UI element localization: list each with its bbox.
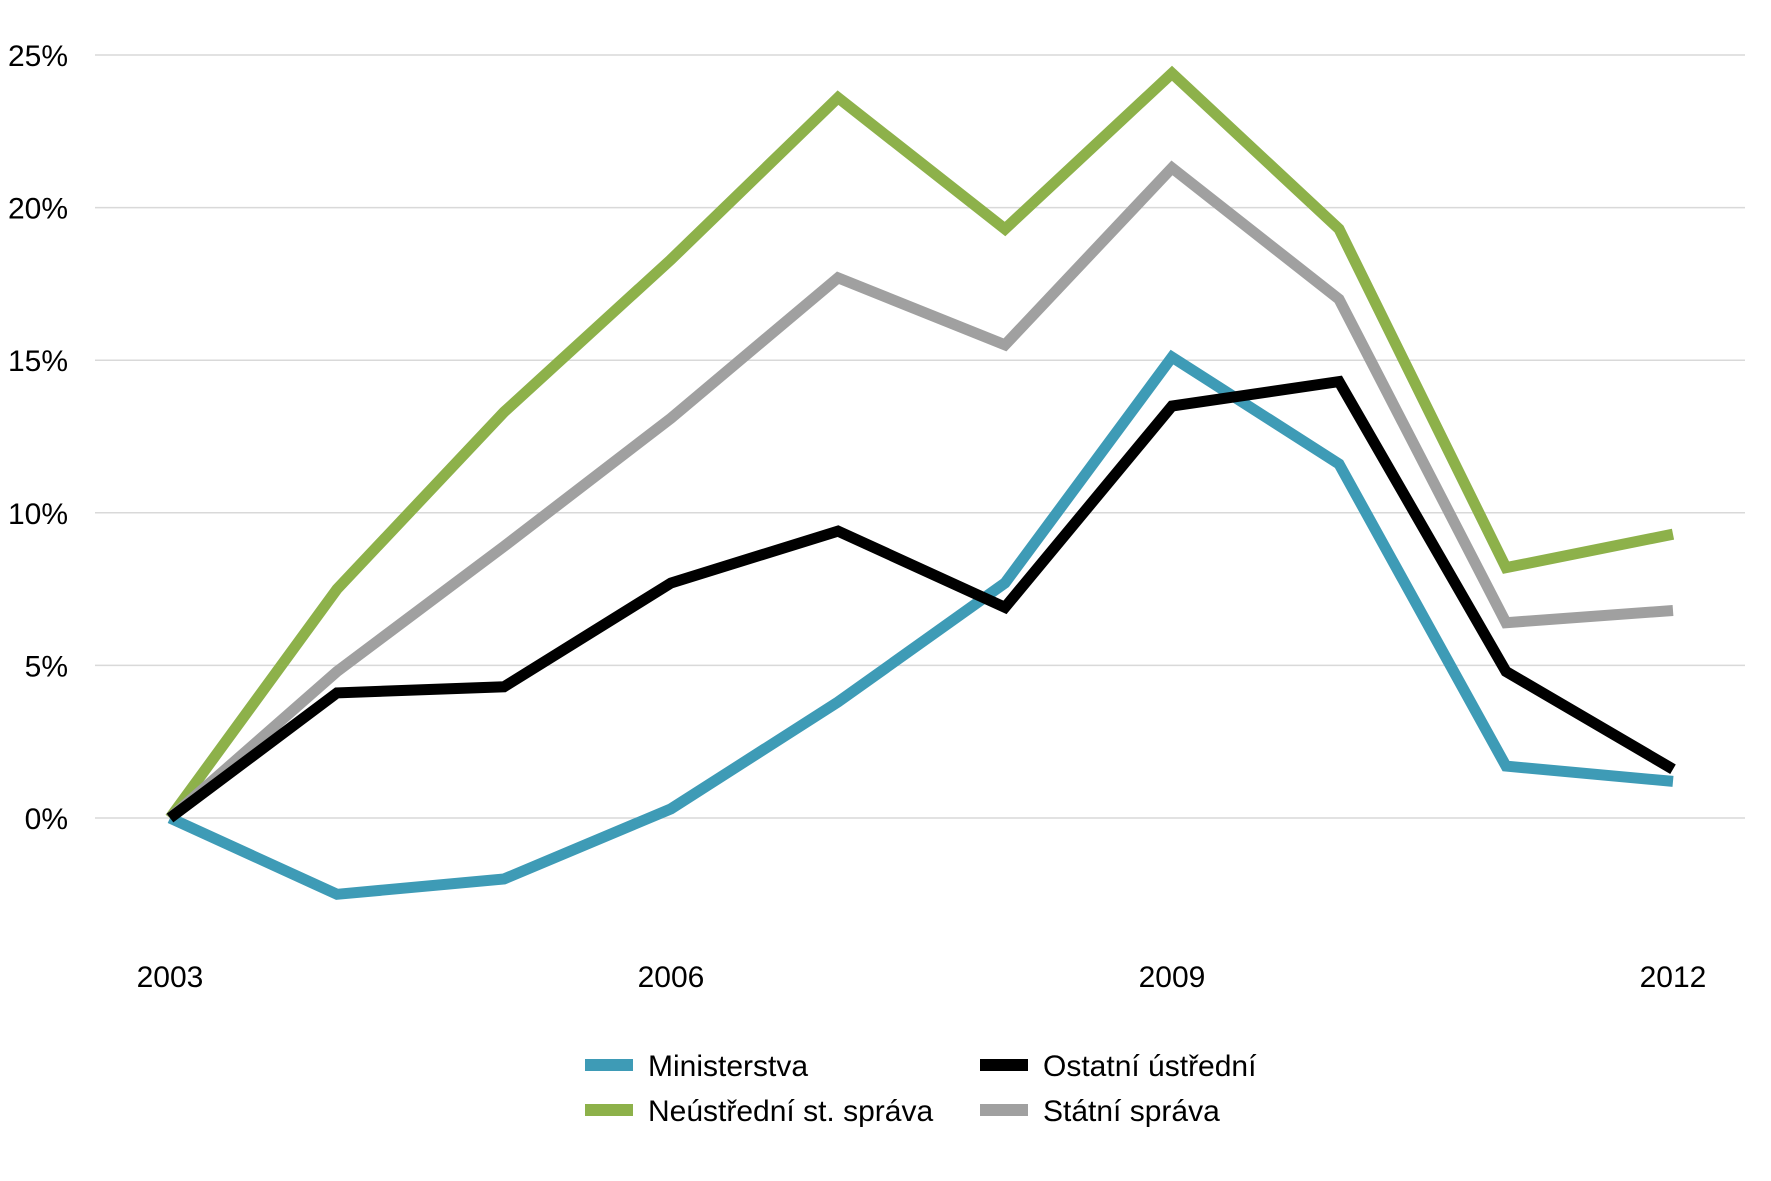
legend-item: Státní správa: [980, 1095, 1220, 1128]
legend-swatch: [980, 1104, 1028, 1116]
y-tick-label: 20%: [8, 193, 68, 226]
legend-swatch: [980, 1059, 1028, 1071]
x-axis-ticks: 2003 2006 2009 2012: [137, 961, 1707, 994]
legend-item: Ostatní ústřední: [980, 1050, 1257, 1083]
series-line-ostatn-st-edn-: [166, 375, 1676, 823]
y-tick-label: 10%: [8, 498, 68, 531]
y-tick-label: 15%: [8, 345, 68, 378]
legend-label: Ostatní ústřední: [1043, 1050, 1257, 1083]
legend-swatch: [585, 1104, 633, 1116]
x-tick-label: 2006: [638, 961, 705, 994]
legend: Ministerstva Ostatní ústřední Neústřední s…: [585, 1050, 1257, 1128]
series-line-st-tn-spr-va: [166, 160, 1674, 823]
legend-swatch: [585, 1059, 633, 1071]
x-tick-label: 2012: [1640, 961, 1707, 994]
x-tick-label: 2003: [137, 961, 204, 994]
x-tick-label: 2009: [1139, 961, 1206, 994]
legend-item: Neústřední st. správa: [585, 1095, 933, 1128]
y-tick-label: 25%: [8, 40, 68, 73]
y-axis-ticks: 0% 5% 10% 15% 20% 25%: [8, 40, 68, 836]
series-lines: [165, 65, 1676, 900]
legend-label: Ministerstva: [648, 1050, 808, 1083]
y-tick-label: 0%: [25, 803, 68, 836]
series-line-ministerstva: [167, 349, 1674, 900]
legend-item: Ministerstva: [585, 1050, 808, 1083]
legend-label: Státní správa: [1043, 1095, 1220, 1128]
y-tick-label: 5%: [25, 650, 68, 683]
gridlines: [95, 54, 1745, 819]
series-line-ne-st-edn-st-spr-va: [165, 65, 1675, 822]
legend-label: Neústřední st. správa: [648, 1095, 933, 1128]
